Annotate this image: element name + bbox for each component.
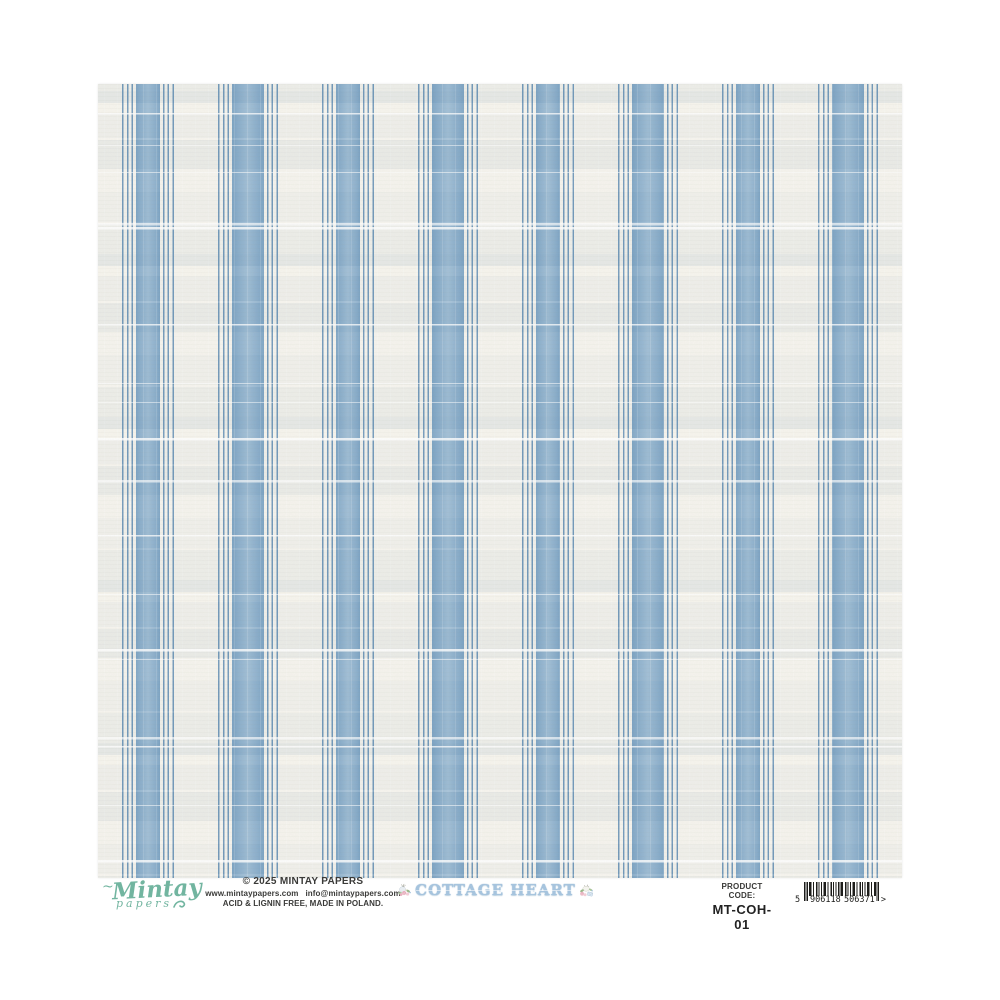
copyright-line-3: ACID & LIGNIN FREE, MADE IN POLAND.	[222, 898, 384, 908]
copyright-line-1: © 2025 MINTAY PAPERS	[242, 876, 364, 887]
floral-cluster-right-icon	[579, 884, 593, 896]
stripe-pattern	[98, 84, 902, 878]
collection-title: COTTAGE HEART	[415, 881, 576, 899]
product-code-block: PRODUCT CODE: MT-COH-01	[708, 882, 776, 932]
barcode: 5 906118 506371 >	[794, 882, 886, 905]
copyright-line-2: www.mintaypapers.com info@mintaypapers.c…	[205, 889, 401, 898]
barcode-digits-right: 506371	[843, 894, 876, 905]
barcode-digits-left: 906118	[809, 894, 842, 905]
title-inline-highlight	[416, 890, 575, 892]
barcode-suffix: >	[880, 894, 886, 905]
logo-sub-label: papers	[116, 897, 173, 910]
barcode-guard-middle	[838, 882, 842, 901]
logo-flourish-icon: ~	[102, 879, 114, 895]
product-code-value: MT-COH-01	[712, 902, 772, 932]
barcode-digit-prefix: 5	[795, 894, 801, 905]
brand-logo: ~Mintay papers	[102, 873, 203, 910]
barcode-guard-right	[875, 882, 879, 901]
collection-title-block: COTTAGE HEART	[398, 872, 594, 908]
paper-sheet	[98, 84, 902, 878]
footer-strip: ~Mintay papers © 2025 MINTAY PAPERS www.…	[0, 872, 1000, 932]
product-code-label: PRODUCT CODE:	[721, 882, 763, 900]
floral-cluster-left-icon	[398, 883, 411, 896]
logo-brand-name: Mintay	[111, 873, 203, 906]
barcode-guard-left	[804, 882, 808, 901]
copyright-block: © 2025 MINTAY PAPERS www.mintaypapers.co…	[203, 876, 403, 908]
logo-swirl-icon	[173, 900, 186, 908]
